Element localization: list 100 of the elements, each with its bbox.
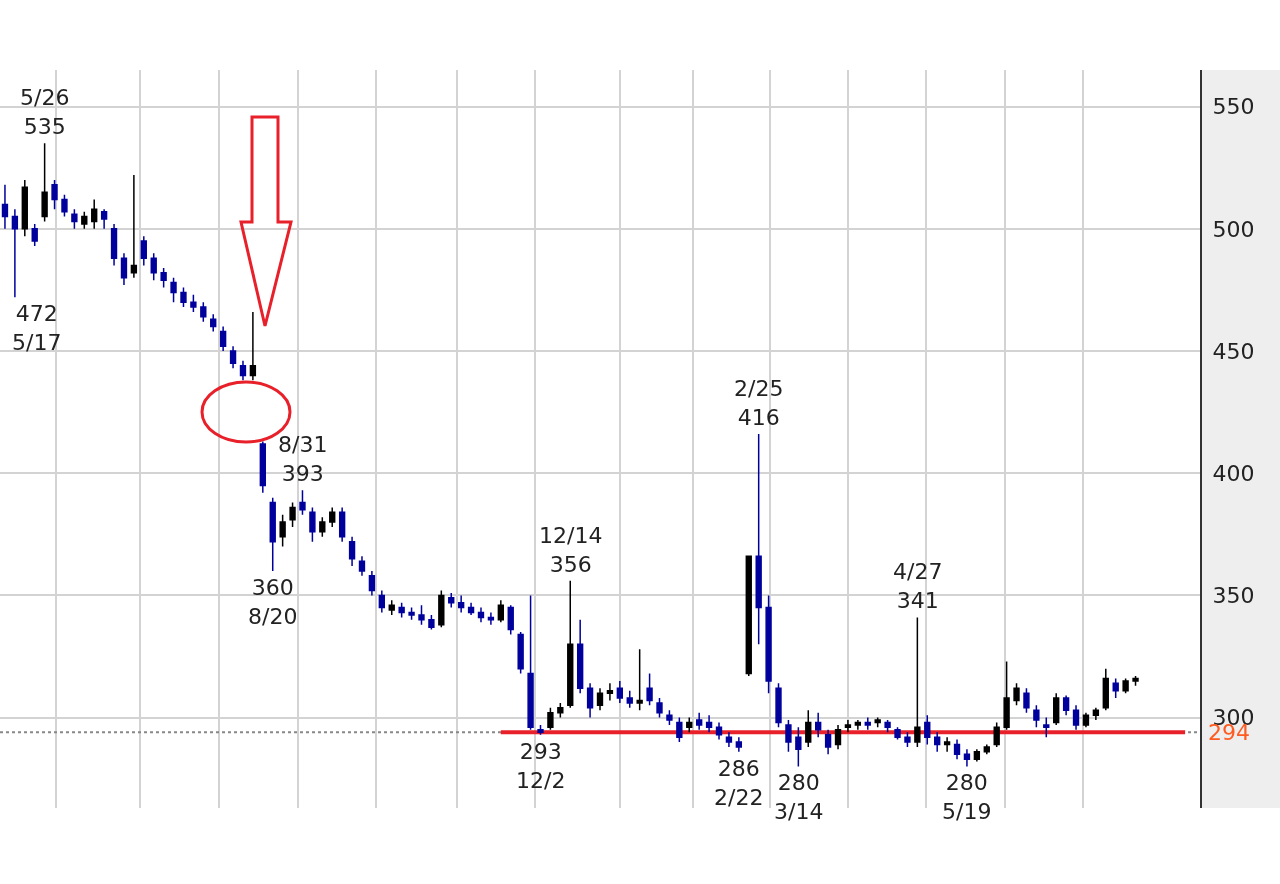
candlestick — [229, 345, 237, 369]
candlestick — [81, 210, 88, 230]
candlestick — [249, 311, 257, 382]
candlestick — [854, 719, 862, 731]
candlestick — [676, 716, 683, 743]
candlestick — [1132, 675, 1139, 687]
y-tick-label: 350 — [1212, 583, 1255, 609]
candlestick — [140, 235, 147, 267]
candlestick — [517, 631, 524, 675]
candlestick — [150, 252, 157, 281]
text: 286 2/22 — [714, 756, 764, 810]
candlestick — [269, 496, 276, 572]
candlestick — [775, 682, 782, 729]
candlestick — [120, 252, 128, 286]
candlestick — [666, 709, 673, 726]
candlestick — [11, 208, 19, 299]
candlestick — [1003, 660, 1010, 731]
candlestick — [547, 707, 554, 731]
candlestick — [973, 748, 981, 763]
candlestick — [160, 267, 167, 289]
candlestick — [884, 719, 891, 733]
candlestick — [1092, 707, 1100, 721]
candlestick — [210, 313, 217, 333]
candlestick — [765, 594, 772, 694]
candlestick — [1053, 692, 1060, 726]
candlestick — [993, 721, 1000, 748]
candlestick — [1033, 704, 1040, 729]
candlestick — [507, 604, 514, 636]
candlestick — [805, 709, 812, 748]
text: 360 8/20 — [248, 575, 298, 629]
candlestick — [91, 198, 98, 230]
candlestick — [934, 731, 941, 753]
y-tick-label: 550 — [1212, 94, 1255, 120]
text: 472 5/17 — [12, 301, 62, 355]
candlestick — [418, 604, 425, 626]
candlestick — [656, 697, 663, 719]
candlestick — [338, 506, 346, 543]
candlestick — [646, 672, 653, 707]
candlestick — [428, 614, 435, 631]
candlestick — [963, 748, 971, 768]
candlestick — [596, 687, 604, 711]
candlestick — [834, 724, 842, 751]
candlestick — [725, 731, 733, 748]
candlestick — [983, 743, 990, 755]
candlestick — [557, 702, 564, 719]
text: 280 5/19 — [942, 770, 992, 824]
text: 8/31 393 — [278, 432, 328, 486]
candlestick — [755, 433, 762, 646]
candlestick — [388, 599, 395, 616]
candlestick — [864, 716, 871, 731]
candlestick — [319, 516, 326, 538]
candlestick — [844, 719, 852, 733]
candlestick — [348, 536, 356, 567]
candlestick — [61, 193, 68, 218]
candlestick — [606, 682, 614, 702]
candlestick — [785, 719, 792, 753]
candlestick — [705, 714, 713, 733]
candlestick — [438, 589, 445, 628]
candlestick — [398, 601, 405, 619]
candlestick — [200, 301, 207, 323]
candlestick — [924, 714, 931, 746]
candlestick — [1043, 716, 1050, 738]
candlestick — [735, 736, 743, 753]
candlestick — [110, 223, 118, 267]
candlestick — [180, 286, 187, 308]
candlestick — [586, 682, 594, 719]
candlestick — [943, 736, 951, 753]
candlestick — [190, 294, 197, 313]
candlestick — [219, 325, 227, 352]
candlestick — [695, 711, 703, 731]
candlestick — [170, 276, 177, 303]
candlestick — [487, 611, 495, 626]
candlestick — [239, 360, 247, 382]
candlestick — [378, 589, 385, 614]
candlestick — [41, 142, 48, 223]
text: 293 12/2 — [516, 739, 566, 793]
candlestick — [616, 680, 624, 704]
candlestick — [715, 721, 723, 741]
candlestick — [537, 724, 544, 736]
candlestick — [1102, 667, 1109, 711]
candlestick — [1023, 687, 1030, 714]
candlestick — [497, 599, 505, 624]
candlestick — [636, 648, 643, 711]
candlestick — [1062, 694, 1070, 716]
candlestick — [1072, 704, 1080, 731]
text: 2/25 416 — [734, 376, 784, 430]
text: 4/27 341 — [893, 559, 943, 613]
candlestick — [289, 501, 296, 528]
candlestick — [21, 179, 28, 237]
candlestick — [100, 208, 108, 230]
candlestick — [1082, 711, 1090, 729]
candlestick — [904, 731, 911, 748]
candlestick — [259, 440, 266, 494]
candlestick — [299, 489, 306, 516]
candlestick — [329, 506, 336, 528]
text: 280 3/14 — [774, 770, 824, 824]
candlestick — [686, 716, 693, 733]
candlestick — [894, 726, 901, 741]
candlestick — [745, 555, 752, 677]
candlestick — [309, 506, 316, 543]
